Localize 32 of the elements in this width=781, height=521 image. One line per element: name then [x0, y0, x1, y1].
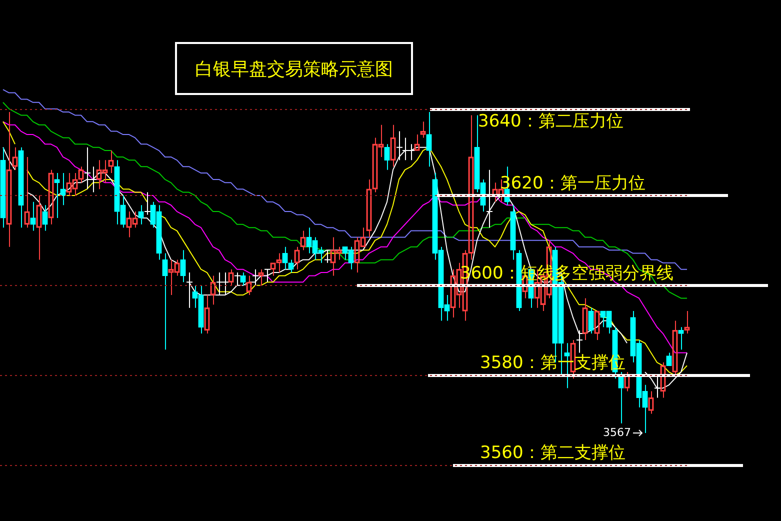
candlestick [666, 352, 672, 366]
candlestick [288, 259, 294, 274]
candlestick [324, 250, 331, 264]
candlestick [240, 272, 246, 286]
candlestick [618, 372, 624, 424]
candlestick [144, 192, 151, 216]
candlestick [576, 330, 583, 354]
candlestick [162, 252, 168, 350]
candlestick [138, 204, 144, 225]
candlestick [180, 250, 186, 283]
candlestick [90, 166, 97, 193]
candlestick [186, 272, 193, 308]
chart-title: 白银早盘交易策略示意图 [175, 42, 413, 95]
candlestick [282, 246, 288, 270]
candlestick [60, 172, 66, 206]
candlestick [234, 272, 241, 286]
candlestick [42, 204, 48, 232]
candlestick [252, 268, 259, 286]
candlestick [18, 146, 24, 228]
candlestick [54, 172, 60, 218]
candlestick [678, 326, 684, 350]
candlestick [0, 146, 6, 228]
annotation: 3567 [603, 426, 631, 439]
candlestick [264, 268, 271, 283]
ref-line-label: 3560：第二支撑位 [480, 443, 626, 464]
candlestick [30, 201, 36, 232]
ref-line-label: 3640：第二压力位 [478, 112, 624, 132]
candlestick [588, 307, 594, 334]
candlestick [384, 144, 390, 170]
candlestick [426, 112, 432, 168]
candlestick [510, 204, 516, 260]
candlestick [516, 250, 522, 312]
